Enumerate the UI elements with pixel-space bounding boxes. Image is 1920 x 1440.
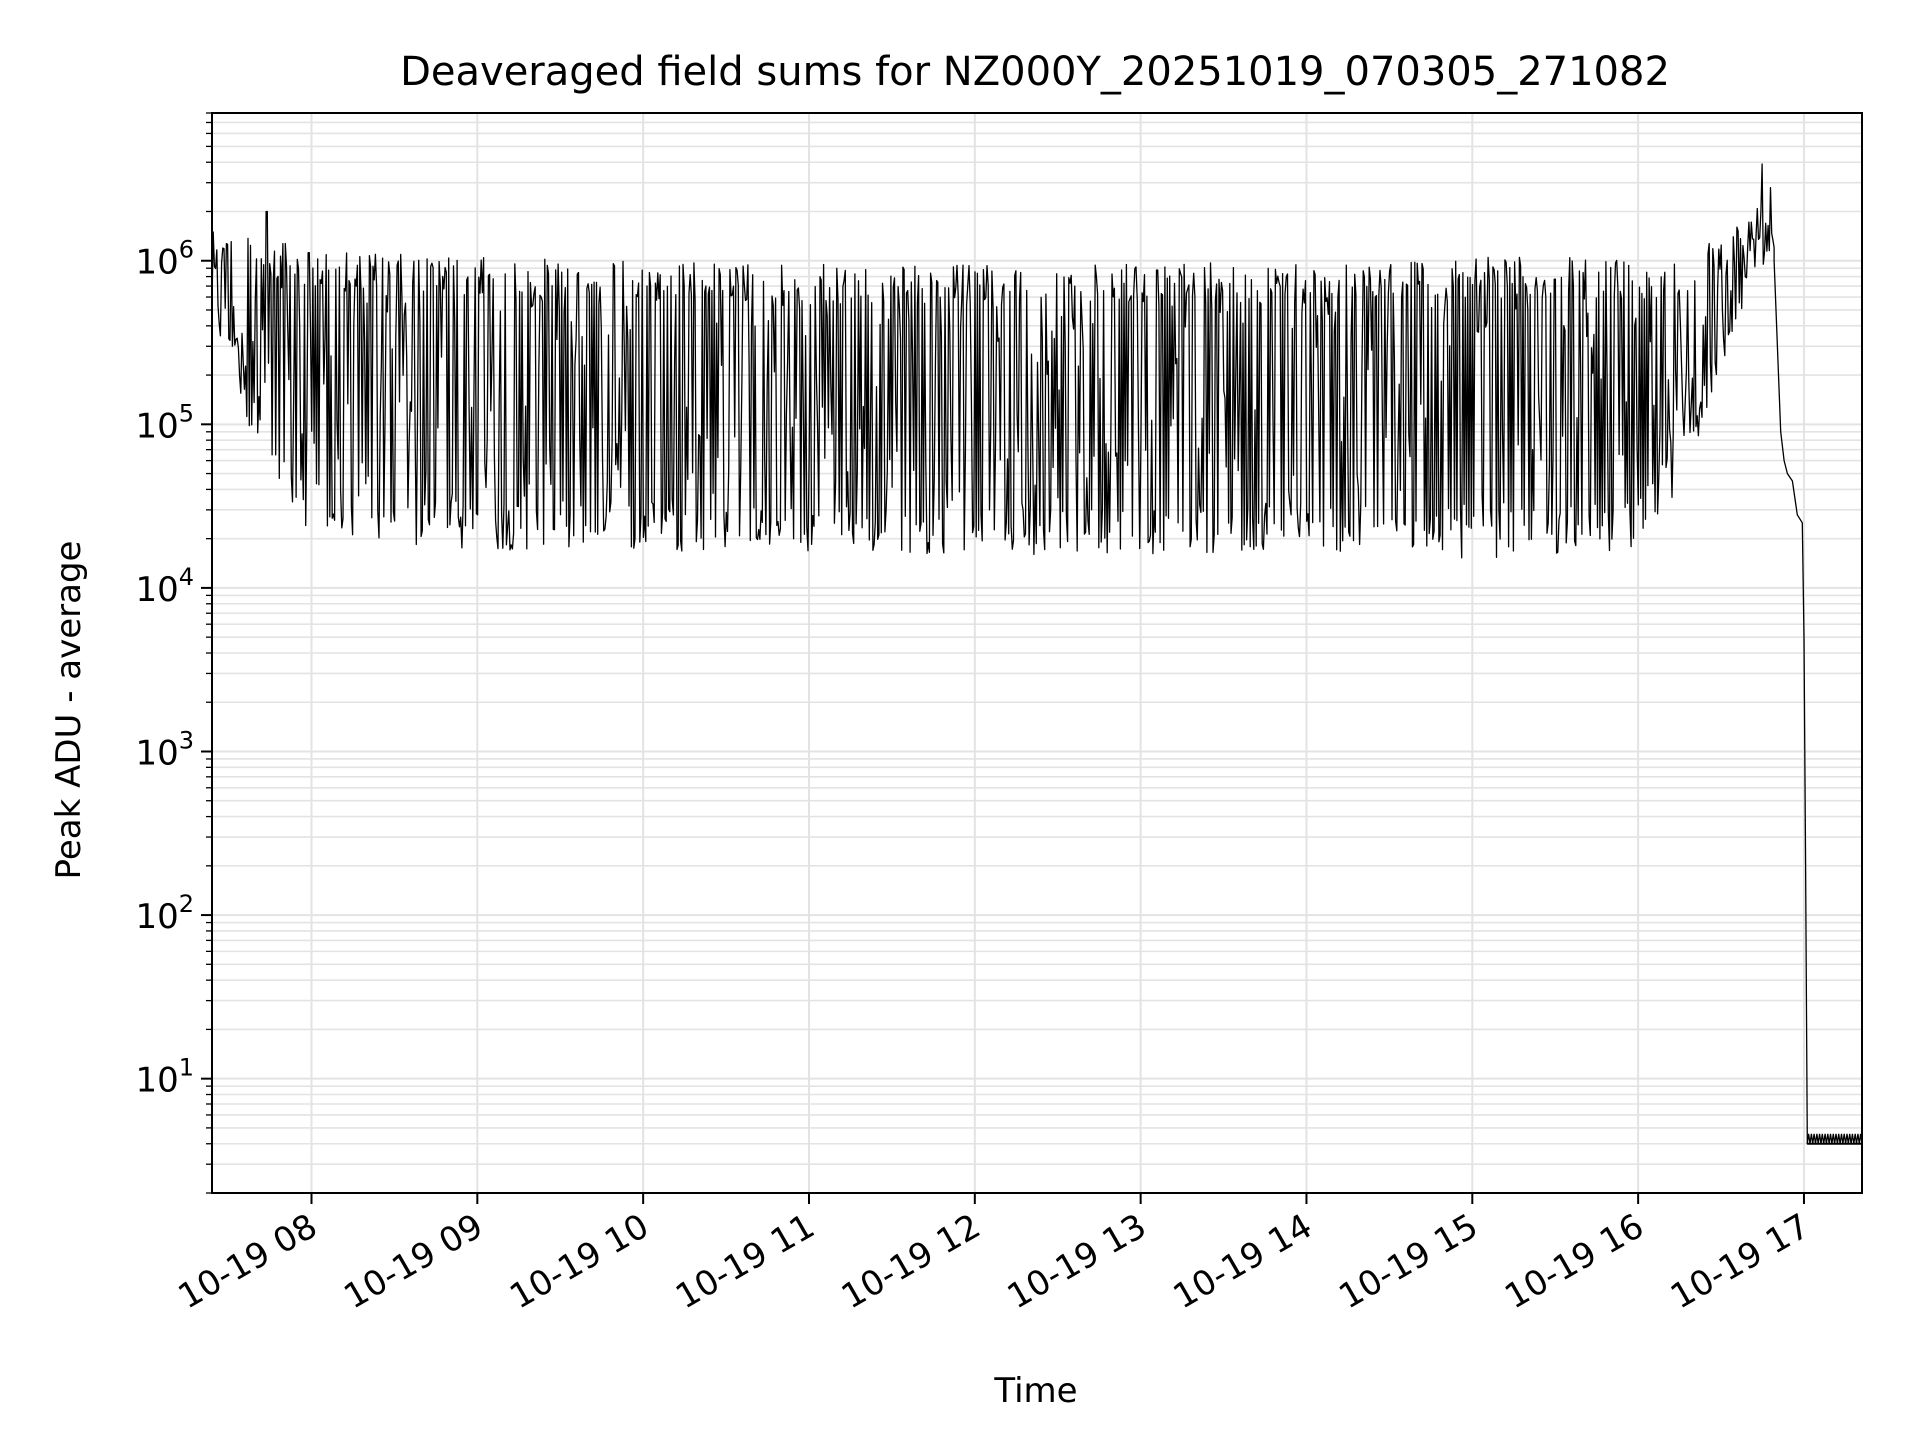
y-tick-label-exponent: 6 — [179, 236, 194, 264]
y-tick-label: 101 — [135, 1054, 194, 1101]
y-tick-label-base: 10 — [135, 243, 178, 283]
y-tick-label-base: 10 — [135, 897, 178, 937]
chart-title: Deaveraged field sums for NZ000Y_2025101… — [400, 49, 1670, 95]
y-tick-label: 103 — [135, 726, 194, 773]
y-tick-label: 106 — [135, 236, 194, 283]
plot-data — [211, 163, 1863, 1145]
y-tick-label-base: 10 — [135, 570, 178, 610]
y-tick-label: 104 — [135, 563, 194, 610]
y-tick-label-exponent: 3 — [179, 726, 194, 754]
y-tick-label-exponent: 2 — [179, 890, 194, 918]
grid — [212, 112, 1862, 1194]
y-tick-label-base: 10 — [135, 733, 178, 773]
y-axis-label: Peak ADU - average — [49, 541, 89, 880]
y-tick-label-exponent: 1 — [179, 1054, 194, 1082]
y-tick-label: 105 — [135, 399, 194, 446]
y-tick-label-base: 10 — [135, 1061, 178, 1101]
y-tick-label-base: 10 — [135, 406, 178, 446]
series-line — [211, 163, 1862, 1145]
y-tick-label: 102 — [135, 890, 194, 937]
x-axis-label: Time — [993, 1371, 1077, 1411]
y-tick-label-exponent: 4 — [179, 563, 194, 591]
y-tick-label-exponent: 5 — [179, 399, 194, 427]
